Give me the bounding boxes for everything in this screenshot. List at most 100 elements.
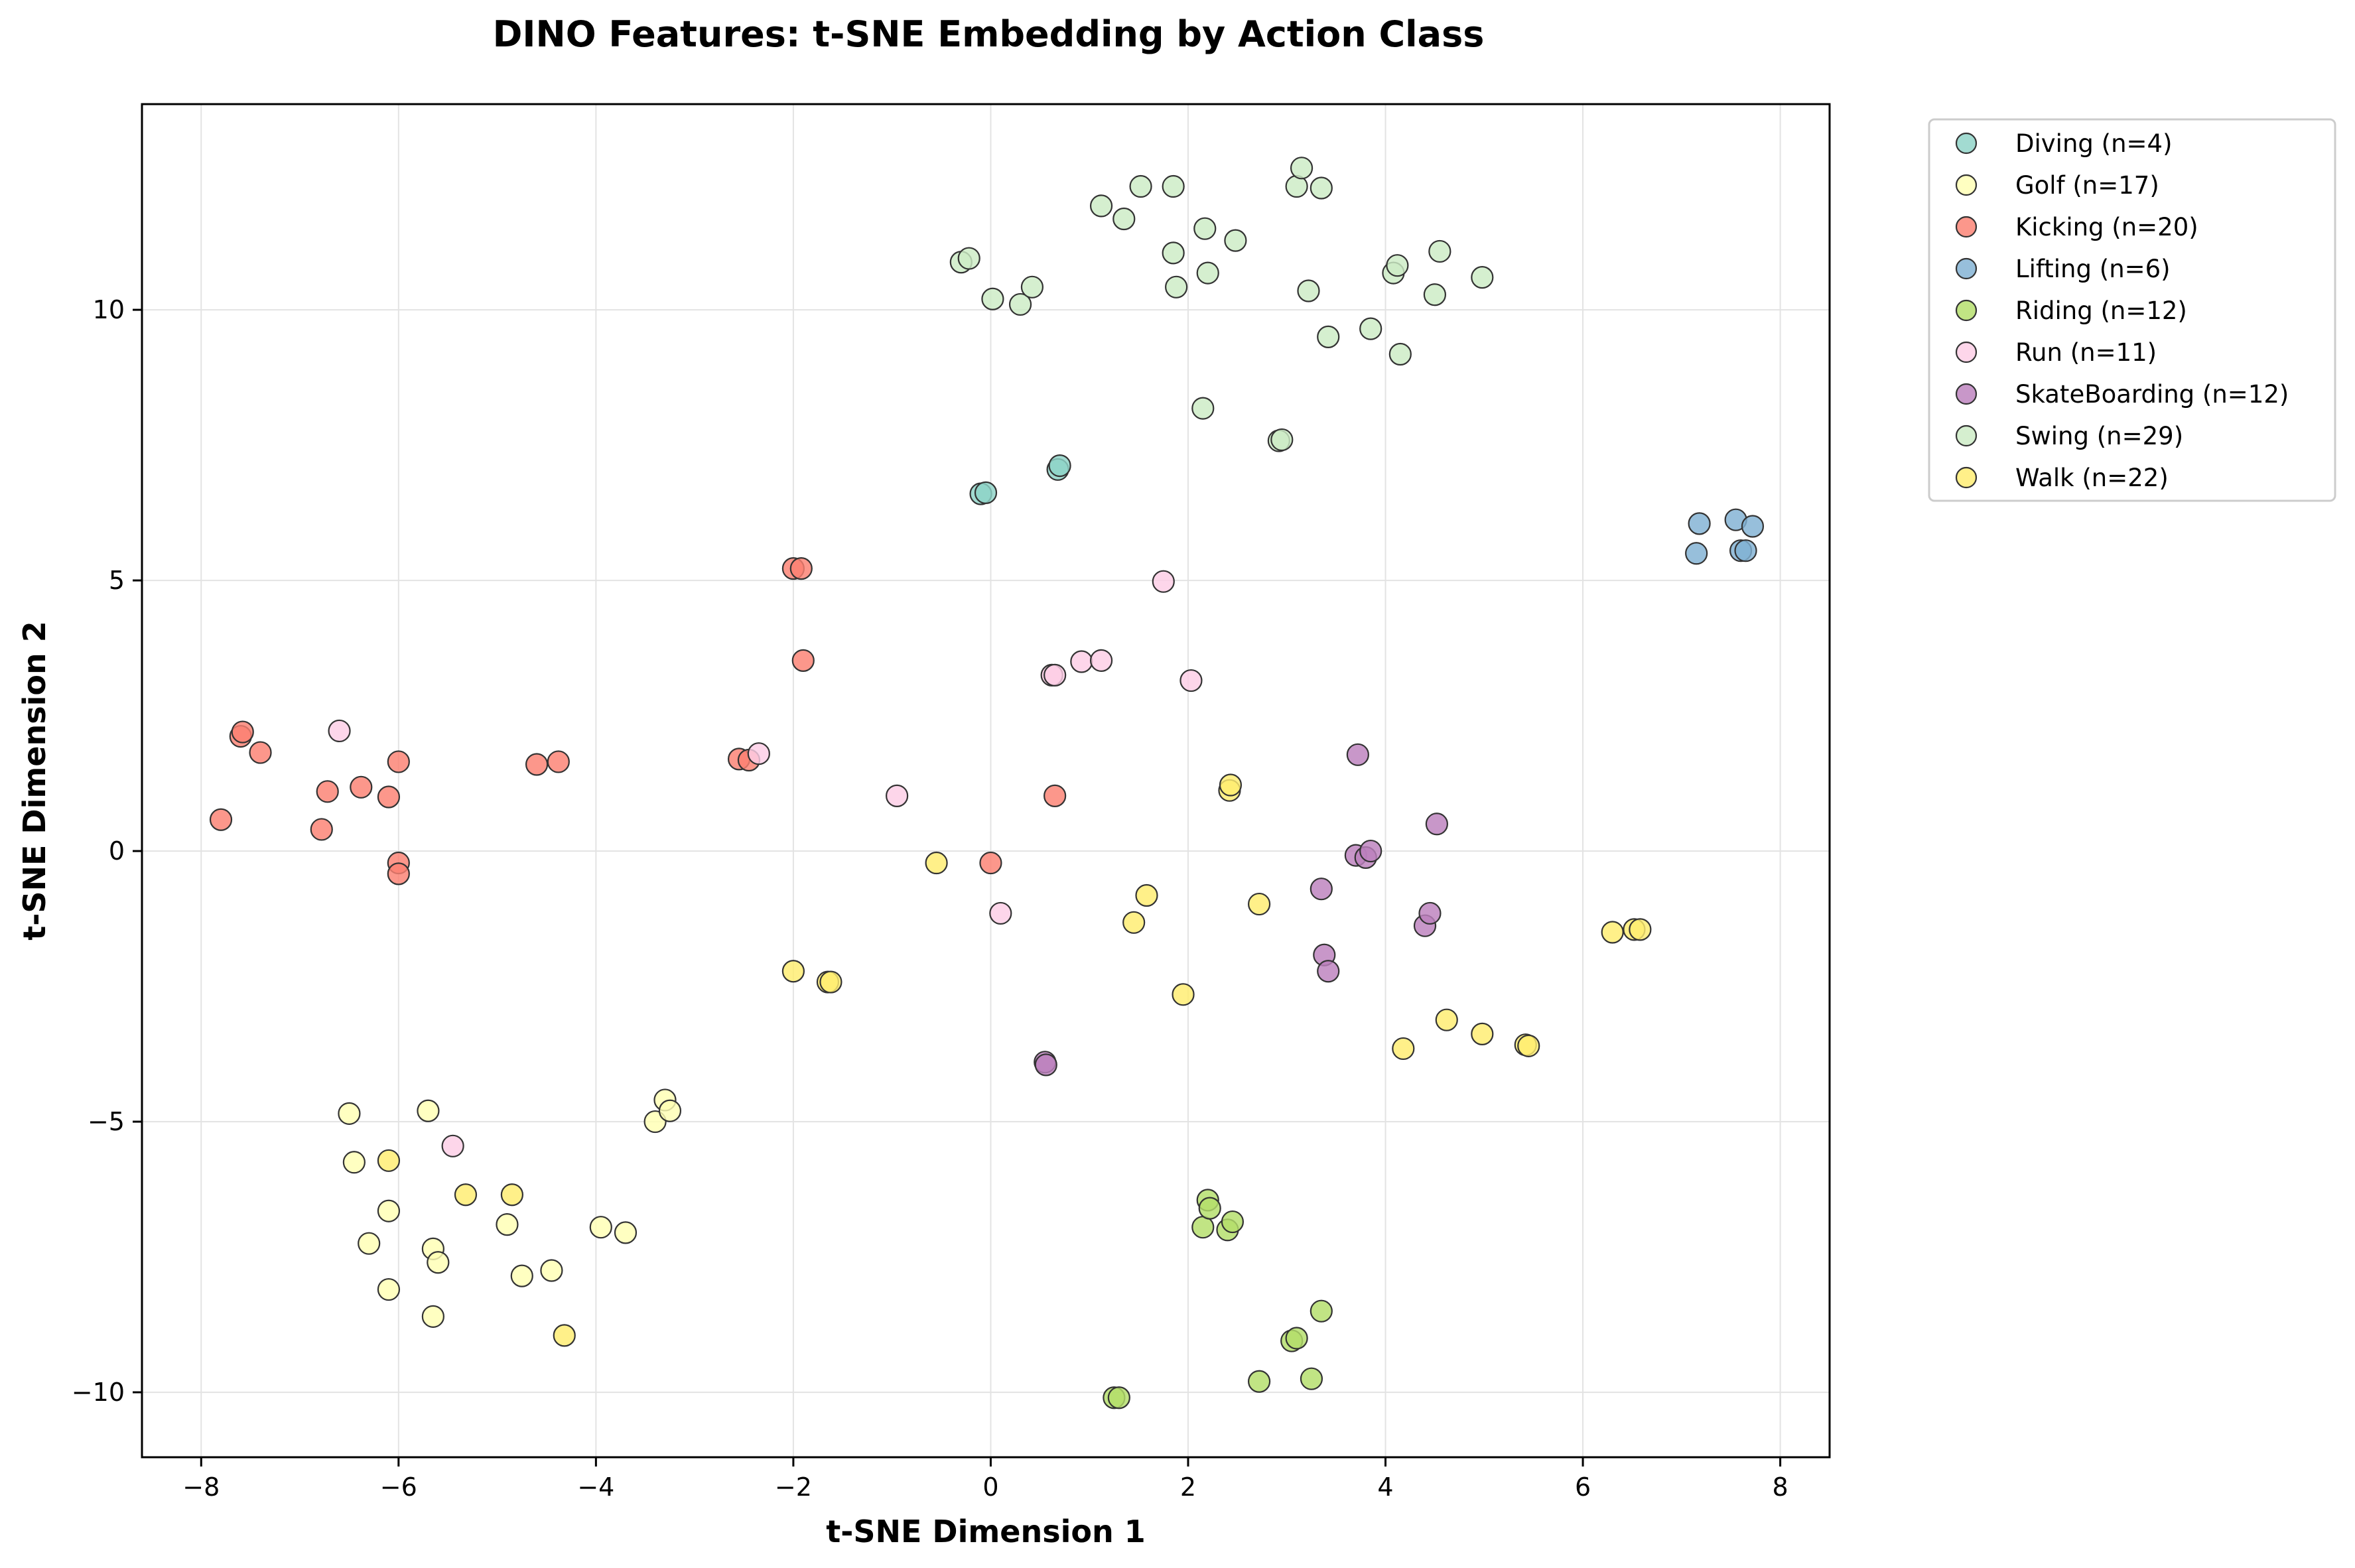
data-point-kicking <box>387 750 410 773</box>
data-point-run <box>1152 570 1175 593</box>
y-tick-label: −10 <box>72 1378 125 1407</box>
data-point-kicking <box>791 649 815 672</box>
data-point-kicking <box>1043 784 1067 807</box>
data-point-swing <box>1162 241 1185 265</box>
data-point-walk <box>925 851 948 875</box>
data-point-golf <box>614 1221 638 1244</box>
legend-marker-diving <box>1955 132 1978 155</box>
x-axis-label: t-SNE Dimension 1 <box>826 1514 1146 1549</box>
data-point-kicking <box>231 720 254 744</box>
data-point-swing <box>1297 279 1320 302</box>
legend-marker-swing <box>1955 425 1978 447</box>
legend-label-swing: Swing (n=29) <box>2015 422 2183 450</box>
data-point-riding <box>1107 1386 1130 1409</box>
data-point-skateboarding <box>1359 839 1382 863</box>
data-point-walk <box>781 960 805 983</box>
grid-layer <box>142 104 1830 1457</box>
y-tick-label: 5 <box>109 566 125 595</box>
legend-marker-riding <box>1955 299 1978 322</box>
data-point-skateboarding <box>1034 1053 1057 1077</box>
data-point-walk <box>454 1183 478 1207</box>
legend-label-diving: Diving (n=4) <box>2015 129 2173 158</box>
data-point-lifting <box>1734 539 1757 562</box>
x-tick-label: −6 <box>380 1472 417 1502</box>
data-point-riding <box>1198 1197 1221 1220</box>
data-point-run <box>989 901 1012 925</box>
data-point-kicking <box>789 557 813 580</box>
data-point-kicking <box>316 780 339 803</box>
data-point-run <box>1043 663 1067 686</box>
x-tick-label: −8 <box>182 1472 220 1502</box>
data-point-swing <box>1020 275 1044 298</box>
legend-frame <box>1928 118 2336 502</box>
data-point-lifting <box>1688 512 1711 535</box>
data-point-kicking <box>209 808 233 831</box>
x-tick-label: 2 <box>1180 1472 1196 1502</box>
data-point-swing <box>1112 207 1136 231</box>
data-point-riding <box>1221 1210 1245 1234</box>
data-point-walk <box>1219 773 1243 797</box>
data-point-swing <box>1129 174 1152 198</box>
data-point-walk <box>1471 1022 1494 1045</box>
data-point-skateboarding <box>1310 878 1333 901</box>
legend-marker-walk <box>1955 466 1978 489</box>
legend-label-run: Run (n=11) <box>2015 338 2157 367</box>
data-point-golf <box>421 1305 444 1328</box>
data-point-skateboarding <box>1346 743 1369 766</box>
legend-label-golf: Golf (n=17) <box>2015 171 2159 200</box>
data-point-golf <box>342 1151 366 1174</box>
data-point-swing <box>1162 174 1185 198</box>
data-point-riding <box>1285 1327 1308 1350</box>
data-point-kicking <box>249 741 272 764</box>
data-point-walk <box>1247 892 1271 916</box>
data-point-swing <box>1089 194 1113 218</box>
data-point-swing <box>1270 428 1294 452</box>
data-point-golf <box>417 1099 440 1122</box>
data-point-swing <box>1193 217 1217 240</box>
data-point-diving <box>974 481 998 504</box>
data-point-kicking <box>350 775 373 799</box>
y-tick-label: −5 <box>88 1107 125 1136</box>
data-point-golf <box>377 1277 401 1301</box>
data-point-diving <box>1048 454 1071 478</box>
data-point-walk <box>1629 918 1652 941</box>
data-point-kicking <box>387 862 410 885</box>
legend-label-skateboarding: SkateBoarding (n=12) <box>2015 380 2289 409</box>
x-tick-label: 0 <box>982 1472 998 1502</box>
legend-marker-run <box>1955 341 1978 363</box>
legend-marker-golf <box>1955 174 1978 196</box>
data-point-walk <box>1122 911 1146 934</box>
data-point-run <box>747 742 770 765</box>
y-axis-label: t-SNE Dimension 2 <box>17 621 52 941</box>
data-point-run <box>1089 649 1113 672</box>
data-point-run <box>328 719 351 743</box>
x-tick-label: 6 <box>1575 1472 1591 1502</box>
y-tick-label: 0 <box>109 836 125 866</box>
legend-label-lifting: Lifting (n=6) <box>2015 255 2171 283</box>
data-point-swing <box>1008 293 1032 316</box>
legend-label-riding: Riding (n=12) <box>2015 296 2187 325</box>
legend-marker-kicking <box>1955 216 1978 238</box>
data-point-kicking <box>310 818 333 841</box>
data-point-walk <box>1172 983 1195 1006</box>
y-tick-label: 10 <box>93 295 125 324</box>
data-point-swing <box>1471 266 1494 289</box>
data-point-golf <box>358 1232 381 1255</box>
data-point-lifting <box>1685 542 1708 565</box>
data-point-riding <box>1191 1216 1215 1239</box>
data-point-lifting <box>1741 515 1765 538</box>
legend: Diving (n=4) Golf (n=17) Kicking (n=20) Lif… <box>1928 118 2336 502</box>
x-tick-label: 4 <box>1377 1472 1393 1502</box>
data-point-walk <box>553 1324 576 1347</box>
data-point-kicking <box>525 753 549 776</box>
data-point-walk <box>1517 1034 1540 1057</box>
data-point-skateboarding <box>1317 960 1340 983</box>
data-point-swing <box>1386 254 1409 277</box>
data-point-skateboarding <box>1425 813 1448 836</box>
data-point-swing <box>981 287 1004 310</box>
x-tick-label: −2 <box>775 1472 812 1502</box>
data-point-riding <box>1300 1367 1323 1390</box>
data-point-riding <box>1310 1299 1333 1323</box>
data-point-kicking <box>547 750 570 773</box>
